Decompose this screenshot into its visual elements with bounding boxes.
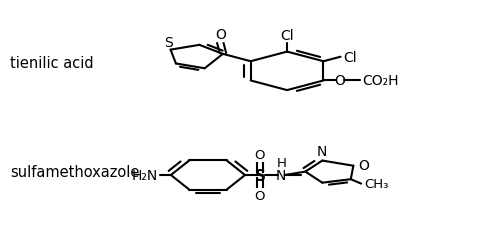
Text: O: O xyxy=(334,74,344,88)
Text: N: N xyxy=(317,145,328,159)
Text: sulfamethoxazole: sulfamethoxazole xyxy=(10,164,140,179)
Text: CH₃: CH₃ xyxy=(364,178,389,191)
Text: S: S xyxy=(164,35,172,49)
Text: S: S xyxy=(254,168,266,183)
Text: Cl: Cl xyxy=(343,50,356,64)
Text: N: N xyxy=(276,168,286,182)
Text: O: O xyxy=(215,28,226,42)
Text: Cl: Cl xyxy=(280,29,294,43)
Text: tienilic acid: tienilic acid xyxy=(10,56,94,71)
Text: CO₂H: CO₂H xyxy=(362,74,399,88)
Text: H: H xyxy=(277,157,287,170)
Text: O: O xyxy=(358,158,369,172)
Text: O: O xyxy=(254,149,265,162)
Text: O: O xyxy=(254,189,265,202)
Text: H₂N: H₂N xyxy=(132,168,158,182)
